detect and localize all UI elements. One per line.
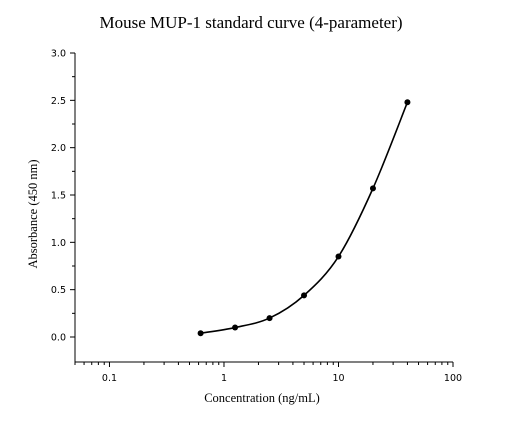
data-point [404, 99, 411, 106]
x-axis-label: Concentration (ng/mL) [204, 391, 320, 405]
fit-curve [200, 101, 409, 335]
y-tick-label: 2.0 [51, 143, 66, 154]
y-tick-label: 1.5 [51, 191, 66, 202]
x-tick-label: 10 [332, 373, 344, 384]
plot-area: 0.0 0.5 1.0 1.5 2.0 2.5 3.0 0.1 1 10 100 [51, 49, 462, 385]
x-tick-label: 1 [221, 373, 227, 384]
data-point [369, 185, 376, 192]
data-point [301, 292, 308, 299]
y-tick-label: 0.5 [51, 285, 66, 296]
data-point [197, 330, 204, 337]
data-point [232, 324, 239, 331]
chart-title: Mouse MUP-1 standard curve (4-parameter) [99, 13, 402, 32]
y-tick-label: 3.0 [51, 49, 66, 60]
y-tick-label: 2.5 [51, 96, 66, 107]
y-axis-label: Absorbance (450 nm) [26, 160, 40, 269]
x-tick-label: 0.1 [102, 373, 117, 384]
y-tick-label: 1.0 [51, 238, 66, 249]
data-point [335, 253, 342, 260]
y-tick-label: 0.0 [51, 333, 66, 344]
data-point [266, 315, 273, 322]
x-tick-label: 100 [444, 373, 462, 384]
